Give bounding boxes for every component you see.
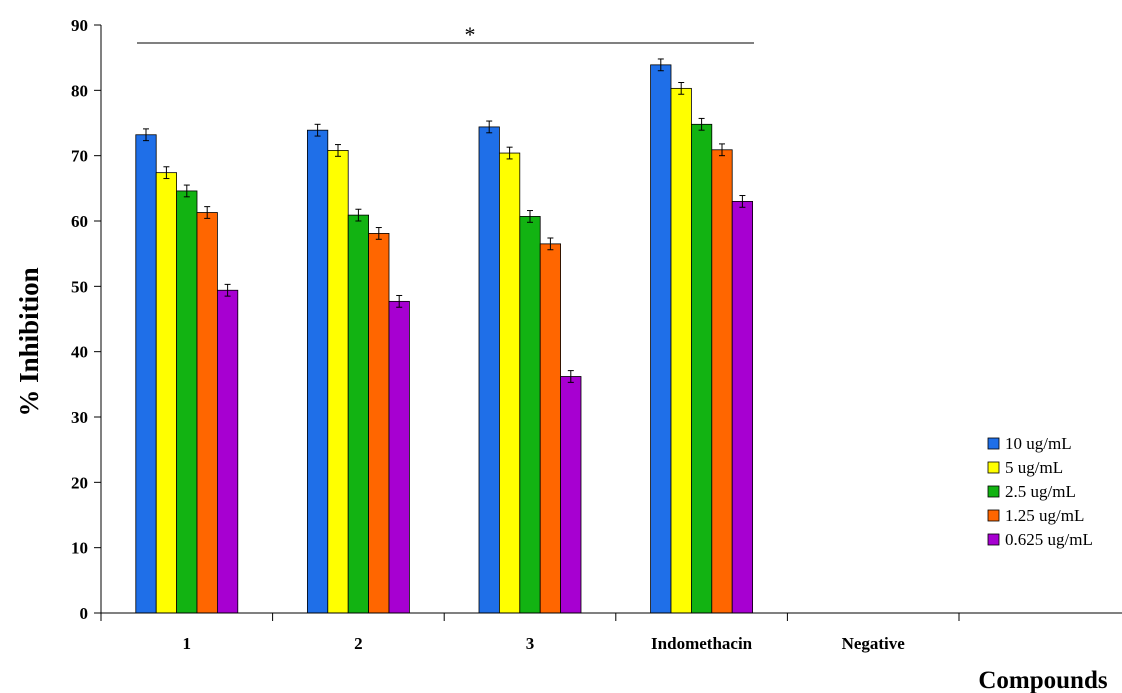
y-tick-label: 0 — [80, 604, 89, 623]
legend-label: 1.25 ug/mL — [1005, 506, 1084, 525]
bar — [155, 172, 177, 614]
legend-item: 5 ug/mL — [987, 458, 1063, 477]
y-tick-label: 90 — [71, 16, 88, 35]
legend-label: 5 ug/mL — [1005, 458, 1063, 477]
legend-item: 10 ug/mL — [987, 434, 1072, 453]
legend-label: 0.625 ug/mL — [1005, 530, 1093, 549]
bar — [560, 376, 582, 614]
x-ticks-group: 1 2 3 Indomethacin Negative — [100, 613, 960, 653]
bar — [478, 126, 500, 614]
bar — [539, 243, 562, 614]
significance-asterisk: * — [465, 22, 476, 47]
x-tick-label: Negative — [842, 634, 906, 653]
bar — [216, 289, 239, 614]
bar — [306, 129, 329, 614]
x-tick-label: 2 — [354, 634, 363, 653]
y-axis-title: % Inhibition — [14, 267, 44, 416]
legend-swatch — [987, 533, 1000, 546]
legend-swatch — [987, 437, 1000, 450]
legend-item: 2.5 ug/mL — [987, 482, 1076, 501]
bars-group — [135, 64, 754, 614]
bar — [196, 212, 218, 614]
bar — [135, 134, 157, 614]
legend-item: 0.625 ug/mL — [987, 530, 1093, 549]
y-tick-label: 30 — [71, 408, 88, 427]
y-ticks-group: 0 10 20 30 40 50 60 70 80 90 — [71, 16, 101, 623]
legend-swatch — [987, 509, 1000, 522]
bar — [670, 87, 692, 614]
y-tick-label: 20 — [71, 473, 88, 492]
bar — [711, 149, 733, 614]
legend-label: 2.5 ug/mL — [1005, 482, 1076, 501]
x-axis-title: Compounds — [978, 667, 1107, 693]
x-tick-label: 3 — [526, 634, 535, 653]
y-tick-label: 40 — [71, 343, 88, 362]
bar — [731, 200, 754, 614]
bar — [691, 123, 713, 614]
legend: 10 ug/mL 5 ug/mL 2.5 ug/mL 1.25 ug/mL 0.625 … — [987, 434, 1093, 549]
axes-group — [100, 25, 1122, 614]
bar — [176, 190, 198, 614]
bar — [650, 64, 672, 614]
legend-item: 1.25 ug/mL — [987, 506, 1084, 525]
y-tick-label: 60 — [71, 212, 88, 231]
bar — [327, 150, 349, 614]
legend-swatch — [987, 485, 1000, 498]
bar — [388, 300, 410, 614]
x-tick-label: Indomethacin — [651, 634, 753, 653]
y-tick-label: 70 — [71, 147, 88, 166]
y-tick-label: 10 — [71, 539, 88, 558]
x-tick-label: 1 — [183, 634, 192, 653]
significance-marker: * — [137, 22, 754, 47]
y-tick-label: 80 — [71, 81, 88, 100]
error-bars-group — [143, 58, 746, 383]
bar — [498, 152, 521, 614]
bar — [347, 214, 370, 614]
bar — [519, 216, 541, 614]
bar — [368, 233, 390, 614]
y-tick-label: 50 — [71, 277, 88, 296]
legend-swatch — [987, 461, 1000, 474]
legend-label: 10 ug/mL — [1005, 434, 1072, 453]
